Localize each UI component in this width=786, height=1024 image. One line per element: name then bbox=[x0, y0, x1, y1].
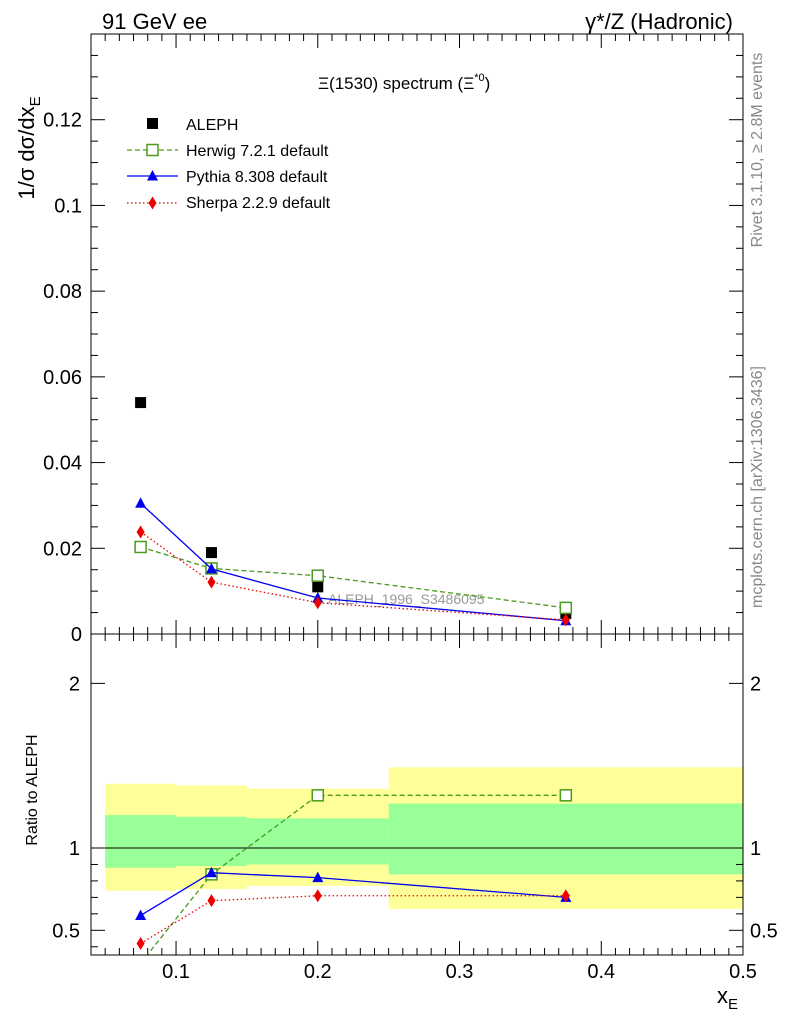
legend-marker-aleph bbox=[147, 118, 158, 129]
ratio-y-tick-label-left: 0.5 bbox=[52, 920, 80, 942]
ratio-point-herwig bbox=[135, 958, 146, 969]
ratio-panel: 0.1 0.2 0.3 0.4 0.5 0.5 0.5 1 1 2 2 Ratio to ALEPH… bbox=[24, 633, 778, 1013]
ratio-xlabel-text: x bbox=[717, 983, 728, 1008]
main-point-aleph bbox=[312, 581, 324, 593]
legend-label-sherpa: Sherpa 2.2.9 default bbox=[186, 195, 331, 212]
x-tick-label: 0.4 bbox=[587, 961, 615, 983]
main-title-text: Ξ(1530) spectrum (Ξ bbox=[318, 74, 474, 93]
x-tick-label: 0.3 bbox=[446, 961, 474, 983]
main-title-close: ) bbox=[485, 74, 491, 93]
x-tick-label: 0.2 bbox=[304, 961, 332, 983]
ratio-line-sherpa bbox=[140, 895, 566, 945]
main-point-sherpa bbox=[561, 613, 570, 627]
main-point-herwig bbox=[311, 569, 325, 582]
main-y-tick-label: 0.02 bbox=[43, 538, 82, 560]
main-y-tick-label: 0.08 bbox=[43, 281, 82, 303]
main-y-tick-label: 0.04 bbox=[43, 453, 82, 475]
ratio-ylabel: Ratio to ALEPH bbox=[24, 734, 41, 845]
legend-marker-pythia bbox=[147, 170, 158, 181]
ratio-frame bbox=[90, 633, 744, 956]
main-line-sherpa bbox=[140, 531, 566, 621]
ratio-band-inner bbox=[246, 818, 389, 865]
ratio-y-tick-label-left: 1 bbox=[69, 838, 80, 860]
rivet-label: Rivet 3.1.10, ≥ 2.8M events bbox=[749, 53, 766, 248]
main-point-sherpa bbox=[207, 575, 216, 589]
ratio-point-pythia bbox=[205, 866, 217, 878]
ratio-point-pythia bbox=[312, 871, 324, 883]
ratio-point-herwig bbox=[311, 789, 325, 802]
main-ylabel: 1/σ dσ/dxE bbox=[14, 96, 44, 199]
ratio-band-inner bbox=[105, 815, 177, 868]
main-ylabel-sub: E bbox=[27, 96, 44, 106]
main-point-sherpa bbox=[136, 525, 145, 539]
header-right-label: γ*/Z (Hadronic) bbox=[585, 9, 733, 34]
main-line-herwig bbox=[140, 546, 566, 609]
main-y-tick-label: 0.12 bbox=[43, 110, 82, 132]
main-title: Ξ(1530) spectrum (Ξ*0) bbox=[318, 72, 490, 93]
legend-marker-sherpa bbox=[148, 196, 157, 210]
ratio-band-inner bbox=[388, 803, 743, 875]
ratio-point-pythia bbox=[135, 909, 147, 920]
header-left-label: 91 GeV ee bbox=[102, 9, 207, 34]
main-y-tick-label: 0.1 bbox=[54, 195, 82, 217]
main-ylabel-text: 1/σ dσ/dx bbox=[14, 106, 39, 199]
main-y-tick-label: 0.06 bbox=[43, 367, 82, 389]
ratio-y-tick-label-right: 1 bbox=[750, 838, 761, 860]
main-point-sherpa bbox=[313, 596, 322, 610]
main-title-sup: *0 bbox=[474, 72, 484, 84]
ratio-y-tick-label-right: 0.5 bbox=[750, 920, 778, 942]
main-y-tick-label: 0 bbox=[71, 624, 82, 646]
main-point-aleph bbox=[135, 397, 147, 409]
mcplots-label: mcplots.cern.ch [arXiv:1306.3436] bbox=[749, 366, 766, 608]
main-panel: ALEPH_1996_S3486095 00.020.040.060.080.1… bbox=[14, 33, 744, 646]
ratio-point-sherpa bbox=[561, 889, 570, 903]
ratio-point-sherpa bbox=[313, 889, 322, 903]
legend: ALEPH Herwig 7.2.1 default Pythia 8.308 … bbox=[127, 117, 331, 212]
ratio-point-herwig bbox=[559, 789, 573, 802]
ratio-point-sherpa bbox=[136, 936, 145, 950]
legend-marker-herwig bbox=[146, 143, 159, 157]
ratio-line-herwig bbox=[146, 794, 566, 955]
ratio-band-inner bbox=[176, 816, 247, 867]
main-point-aleph bbox=[205, 547, 217, 559]
legend-label-herwig: Herwig 7.2.1 default bbox=[186, 143, 329, 160]
ratio-y-tick-label-left: 2 bbox=[69, 673, 80, 695]
ratio-xlabel: xE bbox=[717, 983, 738, 1013]
legend-label-aleph: ALEPH bbox=[186, 117, 238, 134]
x-tick-label: 0.5 bbox=[729, 961, 757, 983]
legend-label-pythia: Pythia 8.308 default bbox=[186, 169, 328, 186]
ratio-point-sherpa bbox=[207, 894, 216, 908]
main-point-herwig bbox=[134, 540, 147, 554]
ratio-y-tick-label-right: 2 bbox=[750, 673, 761, 695]
main-point-pythia bbox=[205, 562, 217, 574]
ratio-xlabel-sub: E bbox=[728, 996, 738, 1013]
x-tick-label: 0.1 bbox=[162, 961, 190, 983]
main-point-pythia bbox=[135, 497, 147, 508]
main-point-herwig bbox=[559, 601, 573, 615]
ratio-line-pythia bbox=[140, 872, 566, 917]
main-line-pythia bbox=[140, 502, 566, 622]
